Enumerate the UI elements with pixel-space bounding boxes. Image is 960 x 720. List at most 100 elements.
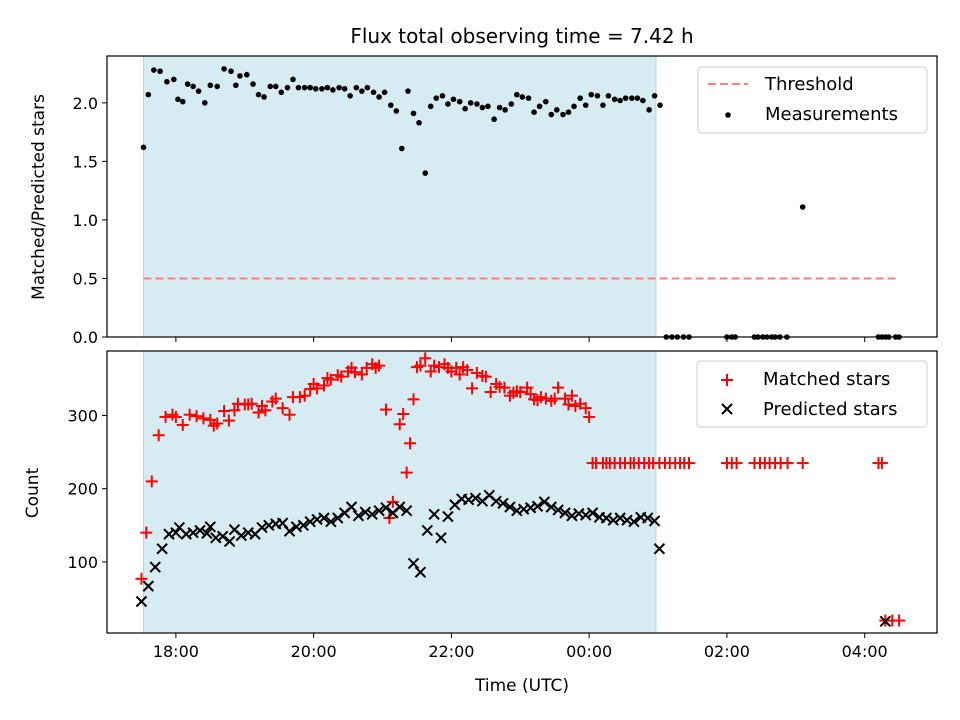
predicted-star-point (428, 508, 440, 521)
measurement-point (164, 78, 170, 85)
matched-star-point (152, 429, 165, 442)
matched-star-point (514, 386, 527, 399)
predicted-star-point (607, 514, 619, 526)
bottom-ytick-label: 100 (67, 553, 98, 572)
predicted-star-point (614, 512, 626, 524)
measurement-point (491, 116, 497, 123)
measurement-point (427, 103, 434, 110)
measurement-point (657, 102, 663, 108)
chart-title: Flux total observing time = 7.42 h (350, 24, 693, 48)
measurement-point (364, 84, 371, 91)
matched-star-point (419, 352, 432, 365)
matched-star-point (397, 407, 410, 420)
measurement-point (319, 85, 325, 92)
matched-star-point (470, 366, 483, 379)
matched-star-point (269, 392, 282, 405)
matched-star-point (484, 386, 497, 399)
matched-star-point (169, 410, 182, 423)
measurement-point (531, 109, 537, 115)
top-x-ticks (175, 337, 866, 342)
matched-star-point (348, 366, 361, 379)
x-tick-label: 18:00 (153, 642, 199, 661)
predicted-star-point (559, 507, 571, 519)
matched-star-point (140, 526, 153, 539)
matched-star-point (400, 466, 413, 479)
top-ytick-label: 2.0 (73, 94, 98, 113)
predicted-star-point (170, 526, 182, 539)
measurement-point (410, 110, 417, 117)
predicted-star-point (345, 501, 358, 513)
predicted-star-point (187, 526, 199, 539)
measurement-point (565, 109, 572, 115)
predicted-star-point (223, 535, 236, 548)
matched-star-point (259, 404, 272, 417)
legend-predicted-swatch (721, 403, 733, 415)
top-axes-frame (106, 55, 938, 338)
matched-star-point (521, 381, 534, 394)
measurement-point (467, 100, 474, 106)
matched-star-point (893, 614, 906, 627)
bottom-x-ticks: 18:00 20:00 22:00 00:00 02:00 04:00 (153, 633, 888, 661)
measurement-point (359, 88, 365, 94)
top-legend: Threshold Measurements (697, 66, 928, 134)
x-tick-label: 22:00 (428, 642, 474, 661)
bottom-panel: 100 200 300 18:00 20:00 22:00 00:00 02:00 04:00… (23, 350, 938, 696)
matched-star-point (145, 475, 158, 488)
measurement-point (284, 84, 291, 91)
measurement-point (445, 101, 451, 107)
matched-star-point (252, 406, 265, 419)
measurement-point (536, 103, 543, 110)
measurement-point (496, 104, 503, 111)
measurement-point (214, 83, 221, 90)
measurement-point (171, 76, 177, 83)
matched-star-point (579, 402, 592, 415)
measurement-point (479, 104, 486, 111)
measurement-point (207, 82, 214, 89)
measurement-point (651, 93, 658, 99)
bottom-legend-box (696, 360, 928, 428)
predicted-star-point (201, 527, 213, 540)
measurements-series (140, 66, 902, 340)
measurement-point (250, 81, 256, 87)
measurement-point (341, 85, 348, 92)
matched-star-point (875, 457, 888, 470)
measurement-point (634, 95, 641, 101)
predicted-star-point (545, 501, 557, 513)
predicted-star-point (566, 510, 578, 522)
predicted-star-point (442, 510, 454, 523)
predicted-star-point (359, 506, 372, 518)
predicted-star-point (641, 512, 654, 524)
legend-matched-swatch (721, 374, 733, 386)
bottom-observing-span (143, 350, 657, 634)
predicted-star-point (373, 504, 385, 517)
measurement-point (525, 95, 532, 101)
matched-star-point (796, 457, 809, 470)
measurement-point (184, 81, 191, 87)
top-panel: 0.00.51.01.52.0 Matched/Predicted stars … (29, 55, 938, 347)
matched-star-point (222, 414, 235, 427)
predicted-star-point (194, 524, 206, 537)
top-ytick-label: 1.0 (73, 211, 98, 230)
matched-star-point (479, 370, 492, 383)
x-tick-label: 20:00 (291, 642, 337, 661)
legend-measurements-label: Measurements (765, 104, 898, 125)
bottom-ytick-label: 300 (67, 406, 98, 425)
matched-star-point (211, 417, 224, 430)
matched-star-point (552, 381, 565, 394)
measurement-point (228, 68, 234, 75)
matched-star-point (190, 410, 203, 423)
matched-star-point (683, 457, 696, 470)
bottom-y-ticks: 100 200 300 (67, 406, 107, 572)
measurement-point (202, 100, 208, 106)
measurement-point (605, 93, 612, 99)
legend-matched-label: Matched stars (763, 369, 890, 390)
measurement-point (157, 68, 163, 75)
measurement-point (175, 96, 181, 103)
measurement-point (629, 95, 635, 101)
predicted-star-point (256, 521, 268, 534)
top-ytick-label: 1.5 (73, 152, 98, 171)
matched-star-point (404, 437, 417, 450)
measurement-point (617, 97, 623, 104)
measurement-point (474, 101, 480, 107)
